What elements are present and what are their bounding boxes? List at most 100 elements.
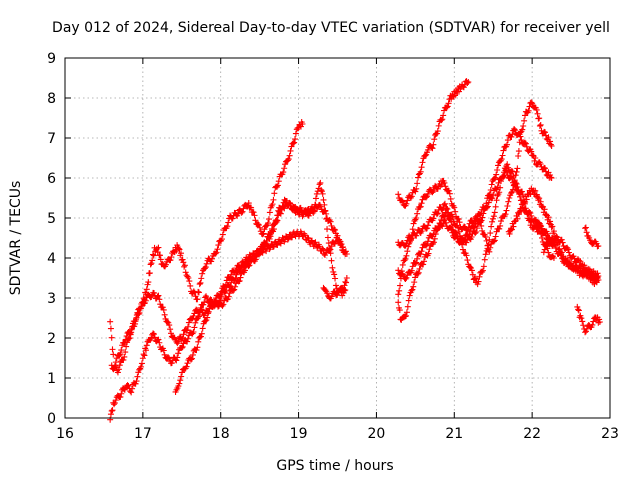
data-point-marker <box>117 351 124 358</box>
data-point-marker <box>311 208 318 215</box>
data-point-marker <box>328 293 335 300</box>
data-point-marker <box>413 185 420 192</box>
data-point-marker <box>269 201 276 208</box>
data-point-marker <box>266 209 273 216</box>
data-point-marker <box>418 248 425 255</box>
data-point-marker <box>155 292 162 299</box>
data-point-marker <box>210 302 217 309</box>
data-point-marker <box>177 377 184 384</box>
data-point-marker <box>452 92 459 99</box>
data-point-marker <box>408 267 415 274</box>
data-point-marker <box>267 230 274 237</box>
data-point-marker <box>313 190 320 197</box>
data-point-marker <box>452 208 459 215</box>
data-point-marker <box>414 255 421 262</box>
data-point-marker <box>326 244 333 251</box>
data-point-marker <box>318 188 325 195</box>
data-point-marker <box>424 146 431 153</box>
data-point-marker <box>233 271 240 278</box>
data-point-marker <box>185 319 192 326</box>
data-point-marker <box>116 362 123 369</box>
data-point-marker <box>445 100 452 107</box>
data-point-marker <box>504 141 511 148</box>
data-point-marker <box>414 270 421 277</box>
chart-title: Day 012 of 2024, Sidereal Day-to-day VTE… <box>52 20 610 36</box>
data-point-marker <box>463 239 470 246</box>
data-point-marker <box>323 210 330 217</box>
data-point-marker <box>142 347 149 354</box>
data-point-marker <box>519 126 526 133</box>
data-point-marker <box>213 249 220 256</box>
data-point-marker <box>489 215 496 222</box>
data-point-marker <box>108 407 115 414</box>
data-point-marker <box>435 122 442 129</box>
data-point-marker <box>118 347 125 354</box>
series-track-f <box>395 78 472 209</box>
data-point-marker <box>445 187 452 194</box>
data-point-marker <box>342 278 349 285</box>
data-point-marker <box>536 115 543 122</box>
data-point-marker <box>324 234 331 241</box>
data-point-marker <box>280 169 287 176</box>
data-point-marker <box>143 286 150 293</box>
data-point-marker <box>274 212 281 219</box>
data-point-marker <box>196 281 203 288</box>
data-point-marker <box>403 200 410 207</box>
data-point-marker <box>398 268 405 275</box>
data-point-marker <box>168 253 175 260</box>
data-point-marker <box>432 231 439 238</box>
data-point-marker <box>287 202 294 209</box>
data-point-marker <box>319 245 326 252</box>
data-point-marker <box>547 174 554 181</box>
data-point-marker <box>290 229 297 236</box>
data-point-marker <box>146 270 153 277</box>
data-point-marker <box>324 226 331 233</box>
data-point-marker <box>212 250 219 257</box>
data-point-marker <box>270 196 277 203</box>
data-point-marker <box>263 237 270 244</box>
data-point-marker <box>183 363 190 370</box>
data-point-marker <box>237 274 244 281</box>
data-point-marker <box>441 107 448 114</box>
data-point-marker <box>225 219 232 226</box>
data-point-marker <box>558 251 565 258</box>
data-point-marker <box>426 246 433 253</box>
data-point-marker <box>542 168 549 175</box>
data-point-marker <box>448 219 455 226</box>
data-point-marker <box>107 411 114 418</box>
data-point-marker <box>281 165 288 172</box>
data-point-marker <box>159 304 166 311</box>
data-point-marker <box>212 297 219 304</box>
data-point-marker <box>479 267 486 274</box>
data-point-marker <box>317 179 324 186</box>
data-point-marker <box>150 252 157 259</box>
data-point-marker <box>273 183 280 190</box>
data-point-marker <box>246 262 253 269</box>
data-point-marker <box>182 269 189 276</box>
data-point-marker <box>156 252 163 259</box>
data-point-marker <box>512 172 519 179</box>
data-point-marker <box>329 264 336 271</box>
data-point-marker <box>248 204 255 211</box>
data-point-marker <box>522 139 529 146</box>
data-point-marker <box>504 137 511 144</box>
data-point-marker <box>434 210 441 217</box>
data-point-marker <box>575 307 582 314</box>
data-point-marker <box>179 369 186 376</box>
data-point-marker <box>442 219 449 226</box>
data-point-marker <box>132 316 139 323</box>
data-point-marker <box>167 257 174 264</box>
data-point-marker <box>205 310 212 317</box>
data-point-marker <box>255 221 262 228</box>
data-point-marker <box>523 143 530 150</box>
data-point-marker <box>430 141 437 148</box>
data-point-marker <box>109 407 116 414</box>
data-point-marker <box>509 186 516 193</box>
data-point-marker <box>140 351 147 358</box>
data-point-marker <box>312 239 319 246</box>
data-point-marker <box>164 319 171 326</box>
data-point-marker <box>537 223 544 230</box>
data-point-marker <box>231 286 238 293</box>
data-point-marker <box>186 278 193 285</box>
data-point-marker <box>218 293 225 300</box>
